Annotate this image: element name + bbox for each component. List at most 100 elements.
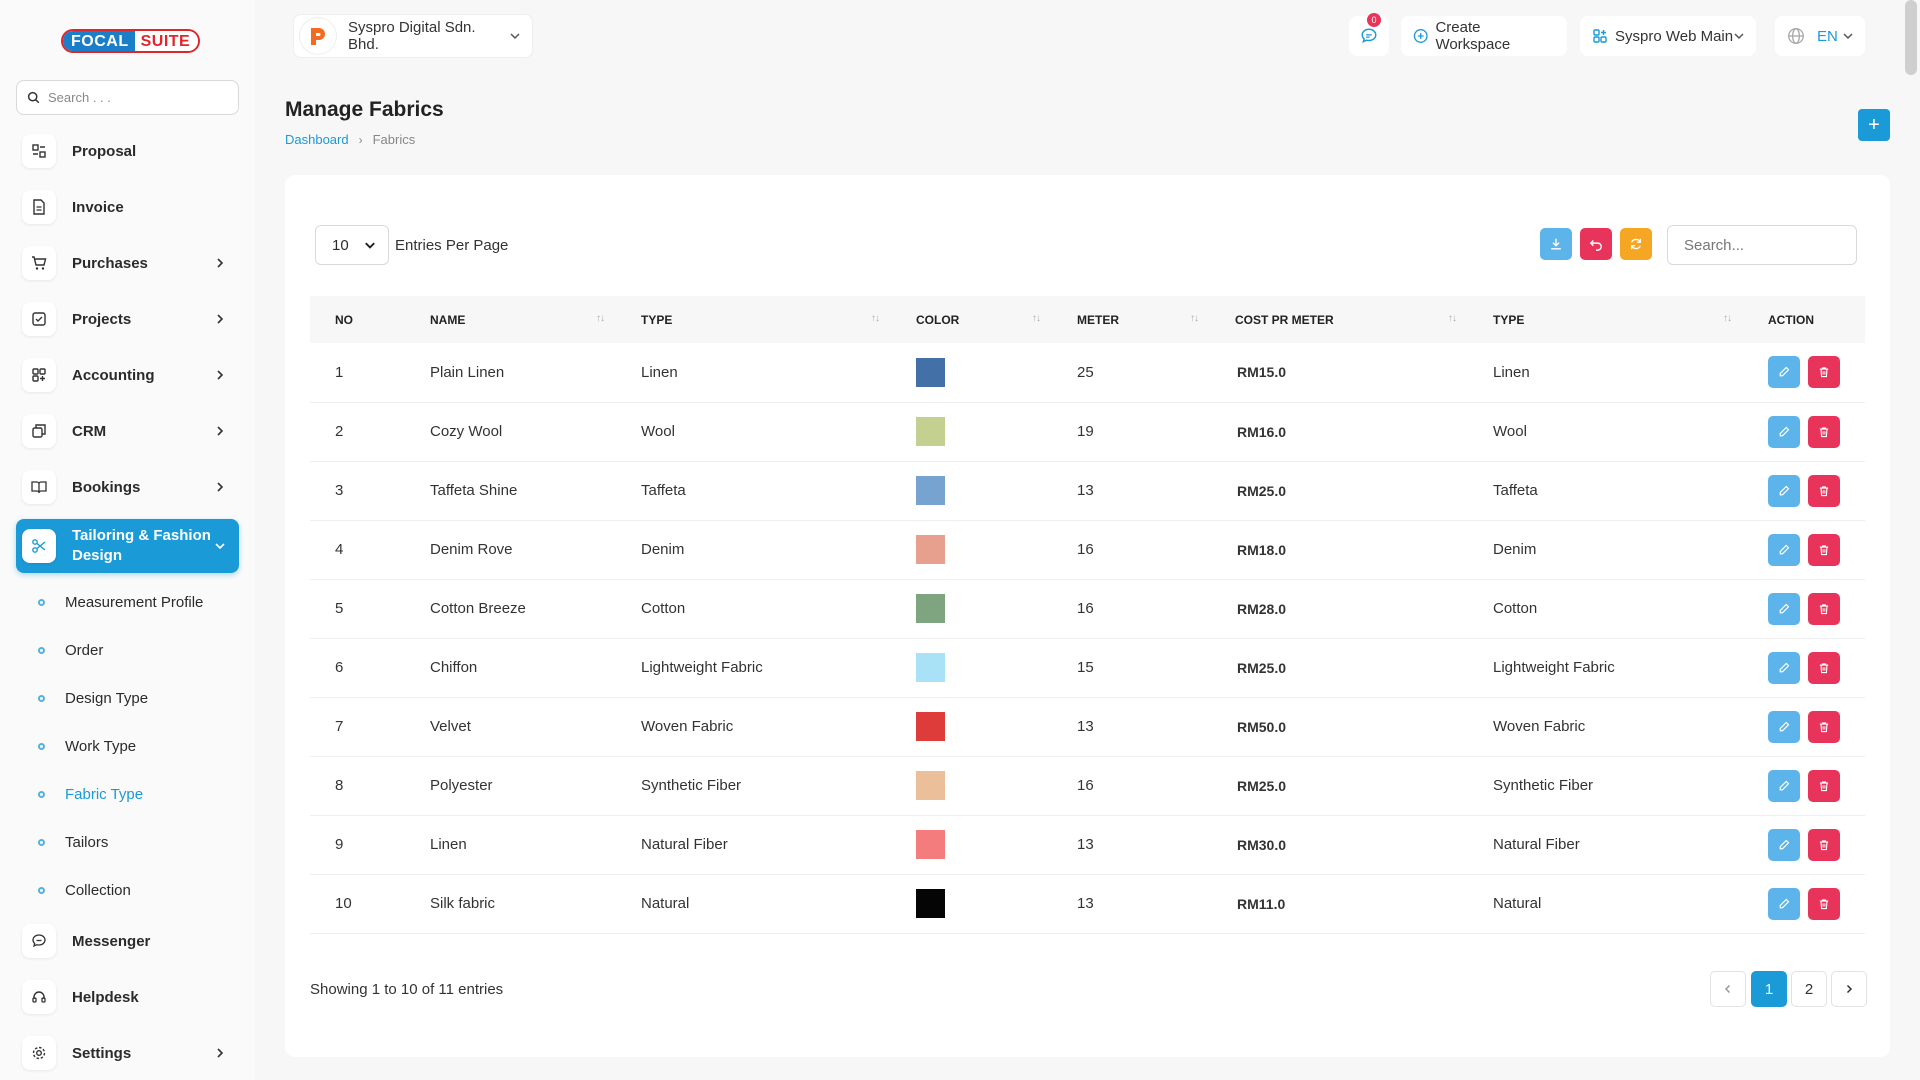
edit-button[interactable] xyxy=(1768,828,1800,861)
sort-icon[interactable]: ↑↓ xyxy=(596,313,605,324)
delete-button[interactable] xyxy=(1808,769,1840,802)
sidebar-item-label: Bookings xyxy=(72,478,141,496)
messages-button[interactable]: 0 xyxy=(1349,13,1389,56)
sidebar-item-crm[interactable]: CRM xyxy=(16,408,239,454)
sort-icon[interactable]: ↑↓ xyxy=(1190,313,1199,324)
pagination-next-button[interactable] xyxy=(1831,971,1867,1007)
sidebar-item-invoice[interactable]: Invoice xyxy=(16,184,239,230)
sort-icon[interactable]: ↑↓ xyxy=(871,313,880,324)
sidebar-item-accounting[interactable]: Accounting xyxy=(16,352,239,398)
table-row: 4 Denim Rove Denim 16 RM18.0 Denim xyxy=(310,520,1865,579)
sidebar-item-messenger[interactable]: Messenger xyxy=(16,918,239,964)
sort-icon[interactable]: ↑↓ xyxy=(1723,313,1732,324)
column-header-color[interactable]: COLOR ↑↓ xyxy=(916,312,1041,327)
delete-button[interactable] xyxy=(1808,415,1840,448)
sidebar-subitem-fabric-type[interactable]: Fabric Type xyxy=(38,782,143,806)
refresh-button[interactable] xyxy=(1620,228,1652,260)
edit-button[interactable] xyxy=(1768,887,1800,920)
sort-icon[interactable]: ↑↓ xyxy=(1032,313,1041,324)
cell-cost: RM25.0 xyxy=(1237,777,1287,794)
sidebar-item-label: Invoice xyxy=(72,198,124,216)
sidebar-subitem-work-type[interactable]: Work Type xyxy=(38,734,136,758)
sidebar-search xyxy=(16,80,239,115)
create-workspace-button[interactable]: Create Workspace xyxy=(1401,16,1567,56)
sidebar-item-helpdesk[interactable]: Helpdesk xyxy=(16,974,239,1020)
cell-type-2: Denim xyxy=(1493,541,1537,558)
sidebar-item-projects[interactable]: Projects xyxy=(16,296,239,342)
delete-button[interactable] xyxy=(1808,356,1840,389)
cell-type: Denim xyxy=(641,541,685,558)
cell-type-2: Woven Fabric xyxy=(1493,718,1586,735)
workspace-selector[interactable]: Syspro Web Main xyxy=(1580,16,1756,56)
brand-logo[interactable]: FOCAL SUITE xyxy=(61,29,201,53)
sidebar-subitem-tailors[interactable]: Tailors xyxy=(38,830,108,854)
table-row: 3 Taffeta Shine Taffeta 13 RM25.0 Taffet… xyxy=(310,461,1865,520)
edit-button[interactable] xyxy=(1768,415,1800,448)
column-header-type[interactable]: TYPE ↑↓ xyxy=(641,312,880,327)
table-search-input[interactable] xyxy=(1684,236,1840,254)
column-header-cost-per-meter[interactable]: COST PR METER ↑↓ xyxy=(1235,312,1457,327)
cell-action xyxy=(1743,815,1865,874)
edit-button[interactable] xyxy=(1768,592,1800,625)
trash-icon xyxy=(1819,898,1829,909)
pagination-prev-button[interactable] xyxy=(1710,971,1746,1007)
download-icon xyxy=(1551,238,1561,250)
bullet-icon xyxy=(38,790,45,798)
page-scrollbar[interactable] xyxy=(1905,0,1917,75)
edit-button[interactable] xyxy=(1768,710,1800,743)
sidebar-item-proposal[interactable]: Proposal xyxy=(16,128,239,174)
trash-icon xyxy=(1819,839,1829,850)
delete-button[interactable] xyxy=(1808,651,1840,684)
delete-button[interactable] xyxy=(1808,474,1840,507)
delete-button[interactable] xyxy=(1808,887,1840,920)
cell-name: Cozy Wool xyxy=(430,423,503,440)
headset-icon xyxy=(22,980,56,1014)
delete-button[interactable] xyxy=(1808,533,1840,566)
cell-type: Lightweight Fabric xyxy=(641,659,763,676)
delete-button[interactable] xyxy=(1808,710,1840,743)
undo-button[interactable] xyxy=(1580,228,1612,260)
sidebar-item-tailoring[interactable]: Tailoring & Fashion Design xyxy=(16,519,239,573)
pencil-icon xyxy=(1779,603,1790,613)
cell-name: Velvet xyxy=(430,718,471,735)
column-header-no[interactable]: NO xyxy=(335,312,353,327)
sidebar-search-input[interactable] xyxy=(48,90,228,105)
entries-per-page-select[interactable]: 10 xyxy=(315,225,389,265)
column-header-name[interactable]: NAME ↑↓ xyxy=(430,312,605,327)
column-header-meter[interactable]: METER ↑↓ xyxy=(1077,312,1199,327)
sidebar-subitem-collection[interactable]: Collection xyxy=(38,878,131,902)
sidebar-subitem-label: Tailors xyxy=(65,833,109,851)
sort-icon[interactable]: ↑↓ xyxy=(1448,313,1457,324)
edit-button[interactable] xyxy=(1768,474,1800,507)
breadcrumb-dashboard-link[interactable]: Dashboard xyxy=(285,132,349,147)
language-selector[interactable]: EN xyxy=(1775,16,1865,56)
column-header-type-2[interactable]: TYPE ↑↓ xyxy=(1493,312,1732,327)
sidebar-subitem-design-type[interactable]: Design Type xyxy=(38,686,148,710)
cell-action xyxy=(1743,461,1865,520)
breadcrumb-current: Fabrics xyxy=(372,132,416,147)
edit-button[interactable] xyxy=(1768,769,1800,802)
sidebar-item-settings[interactable]: Settings xyxy=(16,1030,239,1076)
delete-button[interactable] xyxy=(1808,592,1840,625)
sidebar-subitem-measurement-profile[interactable]: Measurement Profile xyxy=(38,590,203,614)
table-row: 10 Silk fabric Natural 13 RM11.0 Natural xyxy=(310,874,1865,933)
edit-button[interactable] xyxy=(1768,533,1800,566)
cell-type-2: Linen xyxy=(1493,363,1530,381)
cell-color xyxy=(891,815,1052,874)
cell-action xyxy=(1743,343,1865,402)
sidebar-subitem-order[interactable]: Order xyxy=(38,638,103,662)
company-selector[interactable]: Syspro Digital Sdn. Bhd. xyxy=(293,14,533,58)
language-label: EN xyxy=(1817,27,1838,45)
sidebar-subitem-label: Work Type xyxy=(65,737,137,755)
pencil-icon xyxy=(1779,839,1790,849)
edit-button[interactable] xyxy=(1768,651,1800,684)
sidebar-item-bookings[interactable]: Bookings xyxy=(16,464,239,510)
pagination-page-1[interactable]: 1 xyxy=(1751,971,1787,1007)
pagination-page-2[interactable]: 2 xyxy=(1791,971,1827,1007)
sidebar-item-purchases[interactable]: Purchases xyxy=(16,240,239,286)
delete-button[interactable] xyxy=(1808,828,1840,861)
add-fabric-button[interactable]: + xyxy=(1858,109,1890,141)
edit-button[interactable] xyxy=(1768,356,1800,389)
bullet-icon xyxy=(38,742,45,750)
download-button[interactable] xyxy=(1540,228,1572,260)
